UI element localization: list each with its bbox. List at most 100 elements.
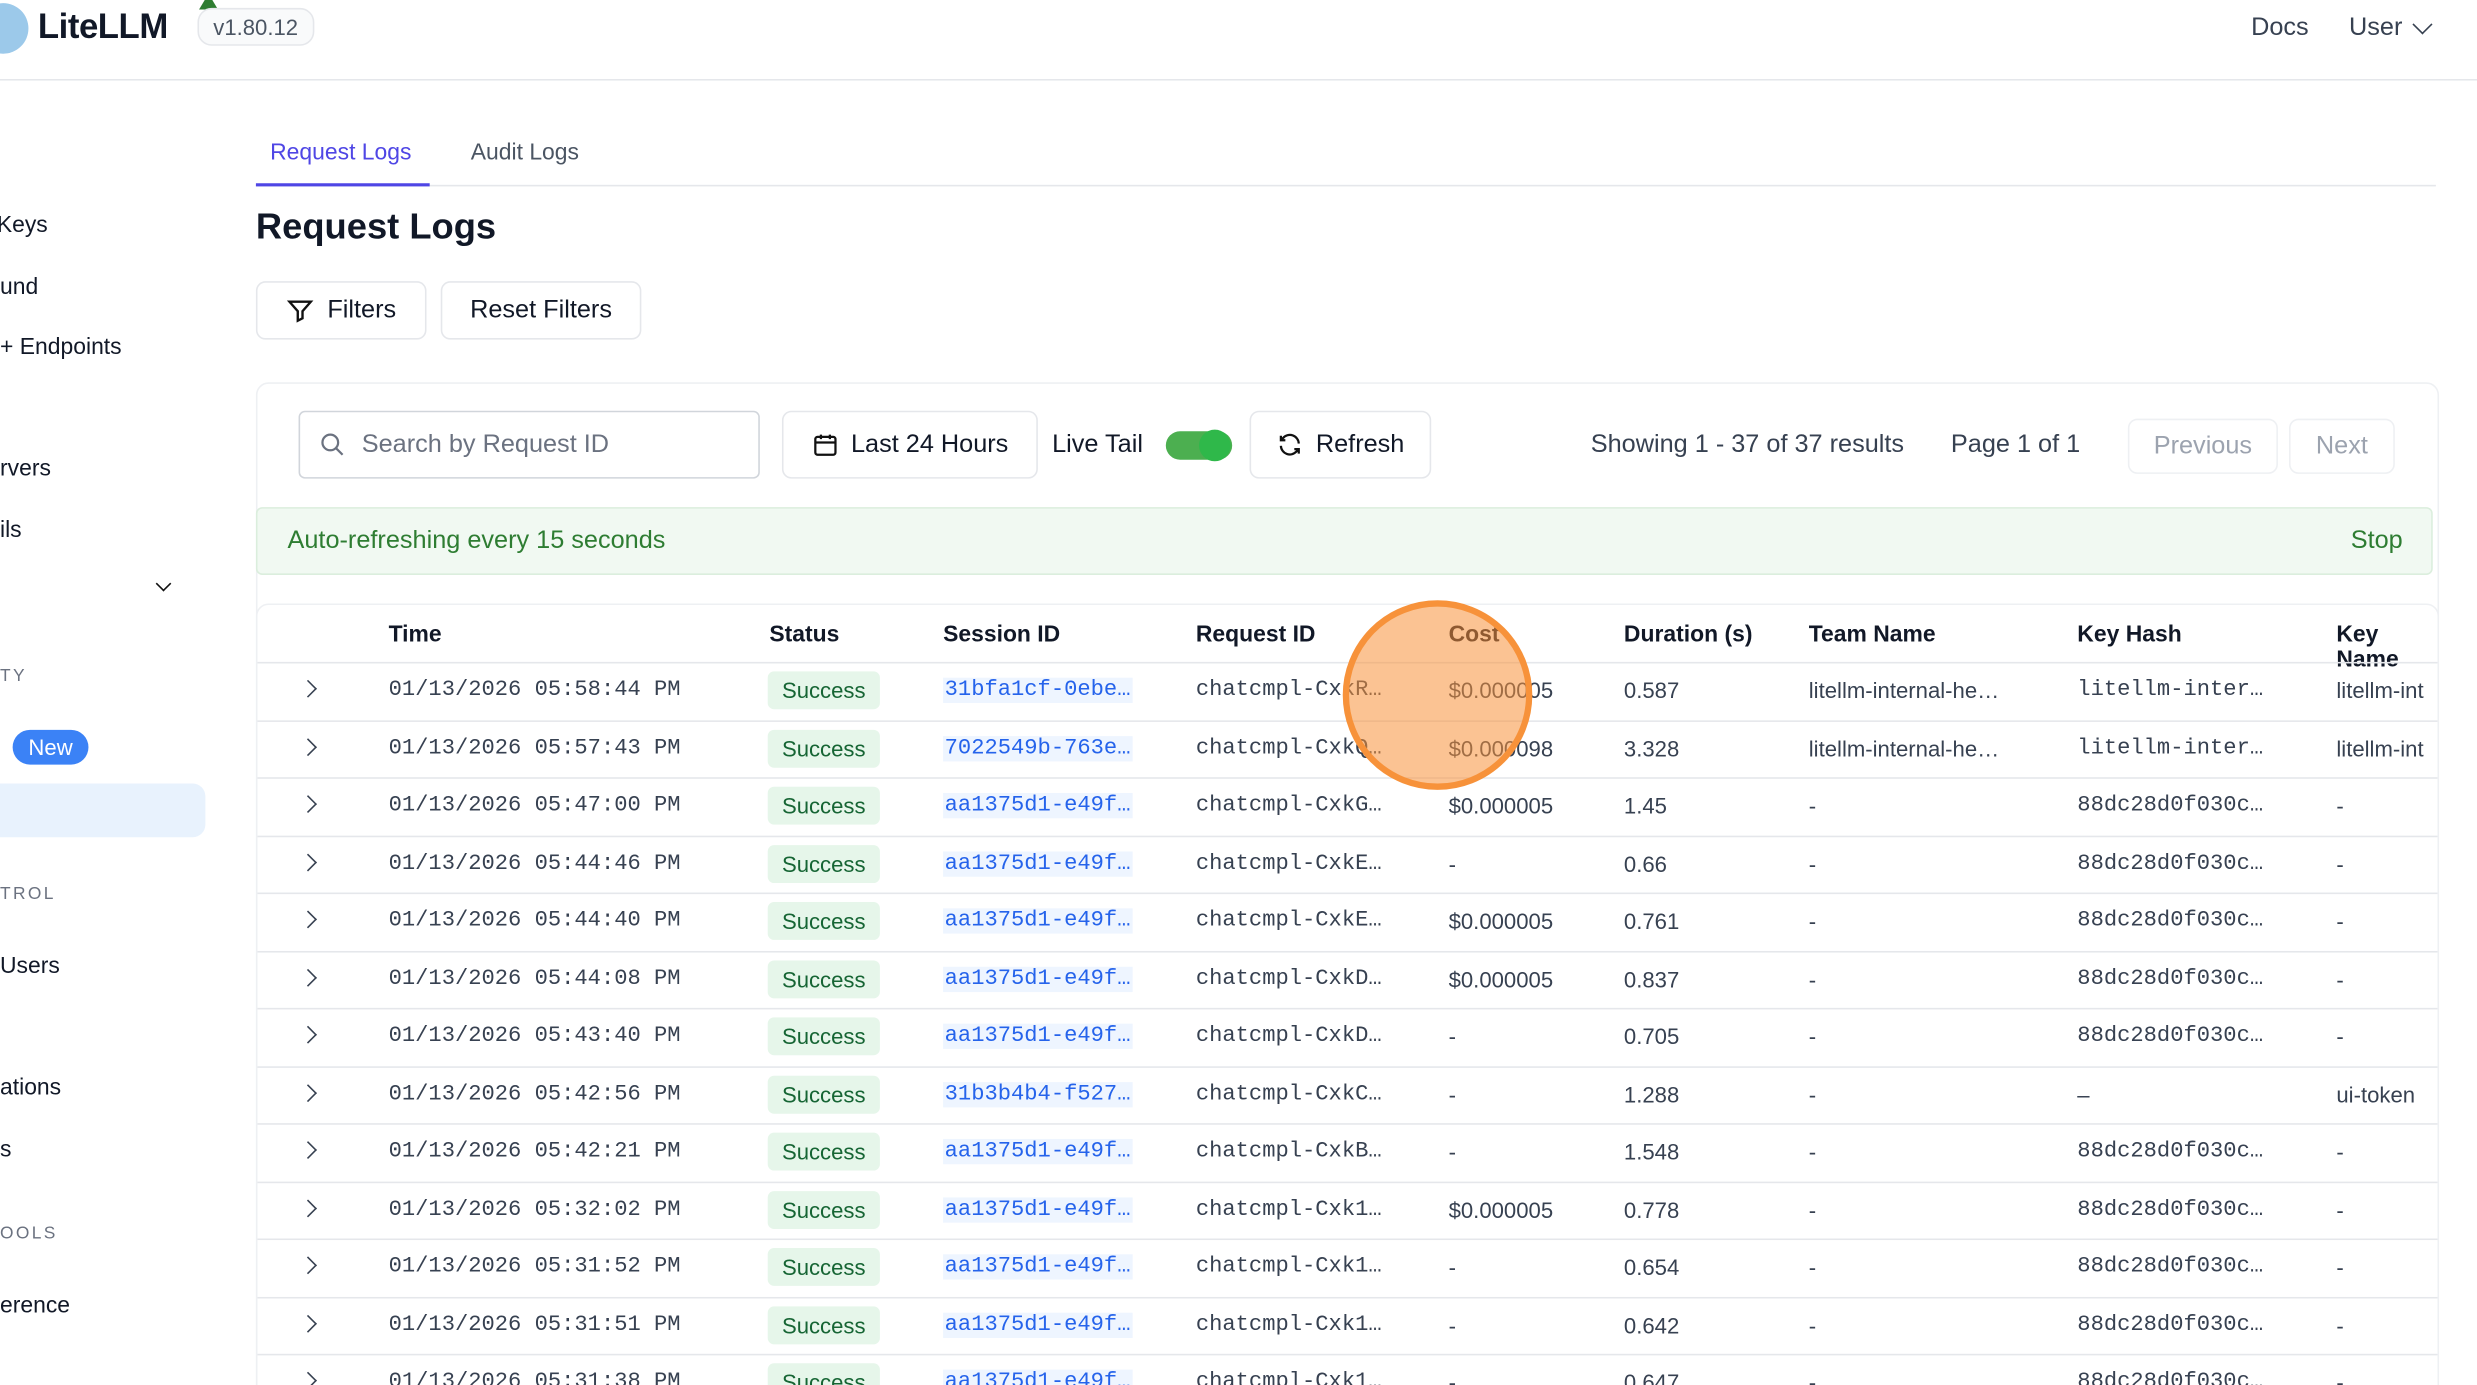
- column-header-team-name[interactable]: Team Name: [1808, 622, 1936, 648]
- session-id-cell[interactable]: 31bfa1cf-0ebe…: [943, 677, 1133, 703]
- chevron-down-icon[interactable]: [155, 575, 172, 592]
- refresh-icon: [1279, 433, 1300, 456]
- session-id-cell[interactable]: aa1375d1-e49f…: [943, 1196, 1133, 1222]
- sidebar-item[interactable]: erence: [0, 1293, 71, 1320]
- chevron-right-icon[interactable]: [299, 679, 317, 698]
- time-cell: 01/13/2026 05:44:08 PM: [388, 965, 681, 992]
- cost-cell: -: [1448, 1138, 1456, 1165]
- chevron-right-icon[interactable]: [299, 1314, 317, 1332]
- key-hash-cell: 88dc28d0f030c…: [2077, 1138, 2264, 1165]
- session-id-cell[interactable]: aa1375d1-e49f…: [943, 1023, 1133, 1049]
- cost-cell: $0.000005: [1448, 965, 1554, 992]
- tab-request-logs[interactable]: Request Logs: [270, 140, 412, 166]
- column-header-duration[interactable]: Duration (s): [1623, 622, 1753, 648]
- session-id-cell[interactable]: aa1375d1-e49f…: [943, 908, 1133, 934]
- session-id-cell[interactable]: aa1375d1-e49f…: [943, 1138, 1133, 1165]
- duration-cell: 0.705: [1623, 1023, 1680, 1049]
- chevron-right-icon[interactable]: [299, 1025, 317, 1044]
- docs-link[interactable]: Docs: [2251, 14, 2309, 42]
- time-cell: 01/13/2026 05:32:02 PM: [388, 1196, 681, 1222]
- key-hash-cell: litellm-inter…: [2077, 677, 2264, 703]
- duration-cell: 0.837: [1623, 965, 1680, 992]
- table-row[interactable]: 01/13/2026 05:44:40 PM Success aa1375d1-e4…: [257, 892, 2438, 952]
- column-header-key-name[interactable]: Key Name: [2336, 622, 2399, 673]
- sidebar-item[interactable]: Keys: [0, 213, 48, 239]
- tab-audit-logs[interactable]: Audit Logs: [470, 140, 580, 166]
- time-cell: 01/13/2026 05:31:38 PM: [388, 1369, 681, 1385]
- status-cell: Success: [767, 729, 880, 767]
- session-id-cell[interactable]: 7022549b-763e…: [943, 735, 1133, 761]
- request-id-cell: chatcmpl-CxkB…: [1195, 1138, 1382, 1165]
- table-row[interactable]: 01/13/2026 05:44:46 PM Success aa1375d1-e4…: [257, 834, 2438, 894]
- table-row[interactable]: 01/13/2026 05:31:38 PM Success aa1375d1-e4…: [257, 1353, 2438, 1385]
- sidebar-item[interactable]: s: [0, 1137, 12, 1163]
- chevron-right-icon[interactable]: [299, 968, 317, 986]
- brand-name[interactable]: LiteLLM: [37, 6, 168, 46]
- chevron-right-icon[interactable]: [299, 1256, 317, 1275]
- sidebar-item-selected[interactable]: [0, 783, 206, 838]
- key-name-cell: litellm-int: [2336, 735, 2424, 761]
- table-row[interactable]: 01/13/2026 05:42:21 PM Success aa1375d1-e4…: [257, 1123, 2438, 1182]
- cost-cell: -: [1448, 1081, 1456, 1107]
- reset-filters-button[interactable]: Reset Filters: [440, 281, 642, 340]
- sidebar-item[interactable]: und: [0, 274, 39, 301]
- session-id-cell[interactable]: 31b3b4b4-f527…: [943, 1081, 1133, 1107]
- request-id-cell: chatcmpl-CxkC…: [1195, 1081, 1382, 1107]
- session-id-cell[interactable]: aa1375d1-e49f…: [943, 850, 1133, 876]
- sidebar-item[interactable]: ils: [0, 518, 22, 544]
- refresh-button[interactable]: Refresh: [1249, 410, 1432, 479]
- time-range-button[interactable]: Last 24 Hours: [781, 410, 1038, 479]
- chevron-right-icon[interactable]: [299, 737, 317, 756]
- session-id-cell[interactable]: aa1375d1-e49f…: [943, 1311, 1133, 1338]
- session-id-cell[interactable]: aa1375d1-e49f…: [943, 1369, 1133, 1385]
- request-id-cell: chatcmpl-Cxk1…: [1195, 1196, 1382, 1222]
- time-cell: 01/13/2026 05:31:52 PM: [388, 1254, 681, 1280]
- search-field[interactable]: [298, 410, 760, 479]
- table-row[interactable]: 01/13/2026 05:43:40 PM Success aa1375d1-e4…: [257, 1007, 2438, 1067]
- table-row[interactable]: 01/13/2026 05:57:43 PM Success 7022549b-76…: [257, 719, 2438, 779]
- status-cell: Success: [767, 671, 880, 710]
- session-id-cell[interactable]: aa1375d1-e49f…: [943, 965, 1133, 992]
- chevron-right-icon[interactable]: [299, 1198, 317, 1217]
- filters-button[interactable]: Filters: [255, 281, 427, 340]
- chevron-right-icon[interactable]: [299, 1141, 317, 1159]
- request-id-cell: chatcmpl-CxkD…: [1195, 965, 1382, 992]
- live-tail-toggle[interactable]: [1165, 429, 1233, 462]
- user-menu[interactable]: User: [2349, 14, 2433, 42]
- chevron-right-icon[interactable]: [299, 852, 317, 871]
- chevron-right-icon[interactable]: [299, 795, 317, 814]
- chevron-right-icon[interactable]: [299, 910, 317, 929]
- sidebar-item[interactable]: rvers: [0, 456, 51, 482]
- duration-cell: 1.45: [1623, 793, 1667, 819]
- session-id-cell[interactable]: aa1375d1-e49f…: [943, 793, 1133, 819]
- chevron-right-icon[interactable]: [299, 1371, 317, 1385]
- column-header-request-id[interactable]: Request ID: [1195, 622, 1316, 648]
- table-row[interactable]: 01/13/2026 05:44:08 PM Success aa1375d1-e4…: [257, 950, 2438, 1009]
- column-header-time[interactable]: Time: [388, 622, 442, 648]
- time-cell: 01/13/2026 05:58:44 PM: [388, 677, 681, 703]
- stop-button[interactable]: Stop: [2350, 527, 2403, 555]
- tree-icon: [199, 0, 218, 10]
- previous-button[interactable]: Previous: [2127, 418, 2278, 474]
- sidebar-item[interactable]: Users: [0, 954, 60, 980]
- column-header-status[interactable]: Status: [769, 622, 840, 648]
- session-id-cell[interactable]: aa1375d1-e49f…: [943, 1254, 1133, 1280]
- team-name-cell: -: [1808, 1311, 1817, 1338]
- key-name-cell: ui-token: [2336, 1081, 2416, 1107]
- time-cell: 01/13/2026 05:31:51 PM: [388, 1311, 681, 1338]
- table-row[interactable]: 01/13/2026 05:32:02 PM Success aa1375d1-e4…: [257, 1180, 2438, 1240]
- next-button[interactable]: Next: [2288, 418, 2395, 474]
- sidebar-item[interactable]: ations: [0, 1075, 62, 1102]
- column-header-session-id[interactable]: Session ID: [943, 622, 1061, 648]
- search-input[interactable]: [358, 428, 745, 461]
- chevron-right-icon[interactable]: [299, 1083, 317, 1102]
- user-label: User: [2349, 14, 2403, 42]
- table-row[interactable]: 01/13/2026 05:31:51 PM Success aa1375d1-e4…: [257, 1296, 2438, 1355]
- new-badge: New: [12, 729, 89, 765]
- table-row[interactable]: 01/13/2026 05:42:56 PM Success 31b3b4b4-f5…: [257, 1065, 2438, 1125]
- table-row[interactable]: 01/13/2026 05:47:00 PM Success aa1375d1-e4…: [257, 777, 2438, 836]
- column-header-key-hash[interactable]: Key Hash: [2077, 622, 2182, 648]
- table-row[interactable]: 01/13/2026 05:31:52 PM Success aa1375d1-e4…: [257, 1238, 2438, 1297]
- sidebar-item[interactable]: + Endpoints: [0, 334, 122, 361]
